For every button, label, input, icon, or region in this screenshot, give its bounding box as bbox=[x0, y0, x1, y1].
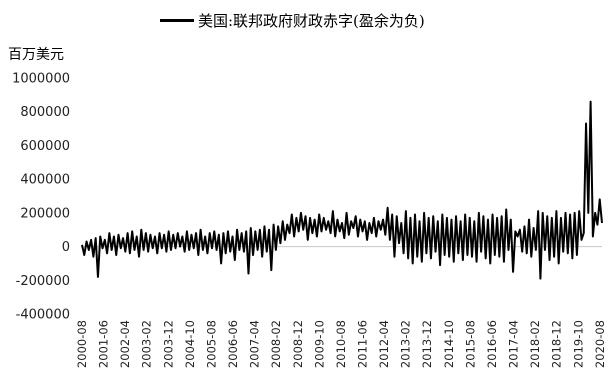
x-tick-label: 2019-10 bbox=[571, 320, 585, 368]
x-tick-label: 2009-10 bbox=[312, 320, 326, 368]
x-tick-label: 2018-02 bbox=[528, 320, 542, 368]
x-tick-label: 2011-06 bbox=[355, 320, 369, 368]
series-line-federal-deficit bbox=[81, 100, 603, 280]
x-tick-label: 2020-08 bbox=[593, 320, 607, 368]
y-tick-label: 800000 bbox=[20, 105, 70, 120]
x-tick-label: 2004-10 bbox=[183, 320, 197, 368]
x-tick-label: 2002-04 bbox=[118, 320, 132, 368]
y-unit-label: 百万美元 bbox=[8, 47, 64, 63]
legend: 美国:联邦政府财政赤字(盈余为负) bbox=[160, 6, 425, 34]
legend-line-swatch bbox=[160, 18, 194, 22]
y-tick-label: -200000 bbox=[16, 274, 70, 289]
x-tick-label: 2013-02 bbox=[399, 320, 413, 368]
y-tick-label: 1000000 bbox=[12, 72, 70, 87]
y-tick-label: 400000 bbox=[20, 173, 70, 188]
x-tick-label: 2007-04 bbox=[248, 320, 262, 368]
x-tick-label: 2008-02 bbox=[269, 320, 283, 368]
x-tick-label: 2015-08 bbox=[463, 320, 477, 368]
y-tick-label: 0 bbox=[62, 240, 70, 255]
x-tick-label: 2017-04 bbox=[507, 320, 521, 368]
x-tick-label: 2010-08 bbox=[334, 320, 348, 368]
x-axis: 2000-08 2001-06 2002-04 2003-02 2003-12 2004-… bbox=[75, 320, 607, 368]
x-tick-label: 2012-04 bbox=[377, 320, 391, 368]
x-tick-label: 2008-12 bbox=[291, 320, 305, 368]
x-tick-label: 2013-12 bbox=[420, 320, 434, 368]
y-tick-label: 200000 bbox=[20, 206, 70, 221]
x-tick-label: 2003-02 bbox=[140, 320, 154, 368]
x-tick-label: 2001-06 bbox=[97, 320, 111, 368]
x-tick-label: 2016-06 bbox=[485, 320, 499, 368]
x-tick-label: 2014-10 bbox=[442, 320, 456, 368]
x-tick-label: 2006-06 bbox=[226, 320, 240, 368]
x-tick-label: 2005-08 bbox=[204, 320, 218, 368]
x-tick-label: 2000-08 bbox=[75, 320, 89, 368]
y-tick-label: -400000 bbox=[16, 308, 70, 323]
legend-label: 美国:联邦政府财政赤字(盈余为负) bbox=[198, 11, 425, 30]
x-tick-label: 2018-12 bbox=[550, 320, 564, 368]
x-tick-label: 2003-12 bbox=[161, 320, 175, 368]
y-tick-label: 600000 bbox=[20, 139, 70, 154]
y-axis: -400000 -200000 0 200000 400000 600000 800000 1… bbox=[12, 72, 70, 323]
